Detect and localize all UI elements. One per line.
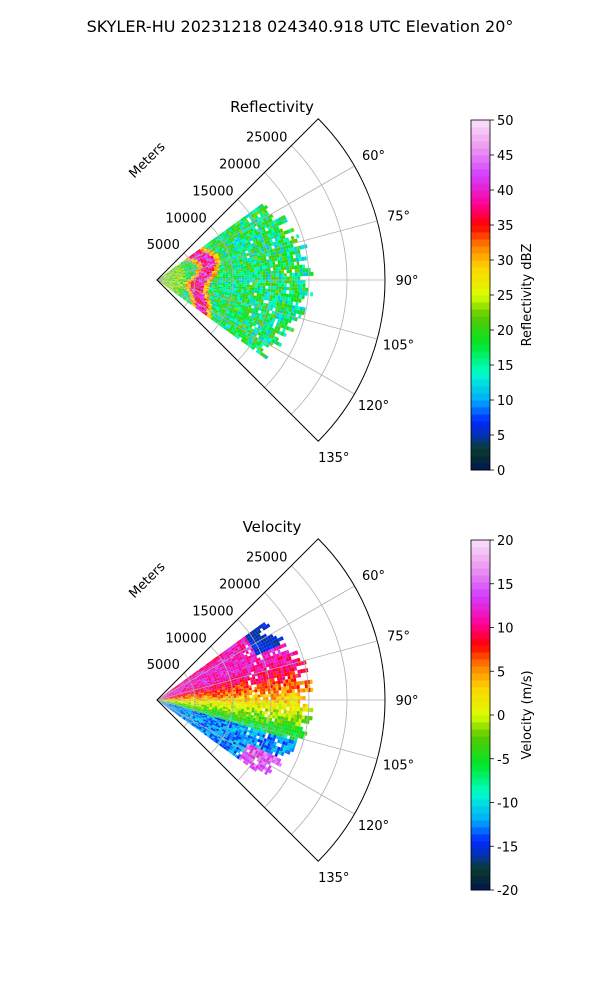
- colorbar-tick-label: -15: [497, 840, 518, 855]
- angular-grid-line: [156, 699, 378, 760]
- velocity-polar-plot: 5000 10000 15000 20000 25000 60° 75° 90° 105° 120…: [127, 538, 419, 886]
- angle-tick-label: 105°: [383, 339, 414, 354]
- radial-tick-label: 5000: [147, 658, 180, 673]
- radial-tick-label: 5000: [147, 238, 180, 253]
- colorbar-tick-label: 25: [497, 289, 514, 304]
- colorbar-label: Reflectivity dBZ: [520, 244, 535, 347]
- velocity-colorbar: -20 -15 -10 -5 0 5 10 15 20 Velocity (m/s): [470, 534, 535, 899]
- angle-tick-label: 105°: [383, 759, 414, 774]
- reflectivity-colorbar: 0 5 10 15 20 25 30 35 40 45 50 Reflectivity dBZ: [470, 114, 535, 479]
- angle-tick-label: 120°: [358, 399, 389, 414]
- angular-grid-line: [156, 279, 355, 395]
- reflectivity-title: Reflectivity: [230, 98, 314, 116]
- colorbar-tick-label: 35: [497, 219, 514, 234]
- radial-tick-label: 20000: [219, 158, 260, 173]
- reflectivity-polar-plot: 5000 10000 15000 20000 25000 60° 75° 90° 105° 120…: [127, 118, 419, 466]
- angular-grid-line: [156, 279, 378, 340]
- angle-tick-label: 90°: [395, 274, 418, 289]
- velocity-panel: Velocity 5000 10000 15000 20000 25000 60° 75° 9…: [127, 518, 535, 899]
- radial-tick-label: 25000: [246, 131, 287, 146]
- angle-tick-label: 90°: [395, 694, 418, 709]
- angle-tick-label: 135°: [318, 451, 349, 466]
- angular-grid-line: [156, 165, 355, 281]
- colorbar-tick-label: -5: [497, 753, 510, 768]
- colorbar-tick-label: 0: [497, 464, 505, 479]
- colorbar-tick-label: 45: [497, 149, 514, 164]
- angle-tick-label: 75°: [387, 209, 410, 224]
- colorbar-tick-label: 10: [497, 622, 514, 637]
- angle-tick-label: 60°: [362, 149, 385, 164]
- reflectivity-panel: Reflectivity 5000 10000 15000 20000 25000 60°…: [127, 98, 535, 479]
- radial-tick-label: 15000: [192, 184, 233, 199]
- colorbar-tick-label: 5: [497, 429, 505, 444]
- colorbar-tick-label: 15: [497, 359, 514, 374]
- radar-data-field: [158, 203, 314, 360]
- angle-tick-label: 75°: [387, 629, 410, 644]
- radial-tick-label: 15000: [192, 604, 233, 619]
- figure-suptitle: SKYLER-HU 20231218 024340.918 UTC Elevat…: [87, 17, 514, 36]
- radial-tick-label: 10000: [165, 631, 206, 646]
- radial-tick-label: 10000: [165, 211, 206, 226]
- radial-axis-label: Meters: [127, 139, 169, 181]
- colorbar-tick-label: 15: [497, 578, 514, 593]
- angle-tick-label: 60°: [362, 569, 385, 584]
- colorbar-tick-label: 20: [497, 324, 514, 339]
- colorbar-tick-label: 20: [497, 534, 514, 549]
- radial-tick-label: 20000: [219, 578, 260, 593]
- angular-grid-line: [156, 220, 378, 281]
- colorbar-tick-label: -20: [497, 884, 518, 899]
- colorbar-tick-label: 10: [497, 394, 514, 409]
- radial-tick-label: 25000: [246, 551, 287, 566]
- colorbar-tick-label: 0: [497, 709, 505, 724]
- angle-tick-label: 135°: [318, 871, 349, 886]
- colorbar-tick-label: -10: [497, 797, 518, 812]
- polar-frame: [156, 118, 386, 442]
- angle-tick-label: 120°: [358, 819, 389, 834]
- polar-frame: [156, 538, 386, 862]
- angular-grid-line: [156, 640, 378, 701]
- colorbar-tick-label: 40: [497, 184, 514, 199]
- colorbar-tick-label: 50: [497, 114, 514, 129]
- radial-axis-label: Meters: [127, 559, 169, 601]
- angular-grid-line: [156, 699, 355, 815]
- velocity-title: Velocity: [243, 518, 302, 536]
- colorbar-label: Velocity (m/s): [520, 670, 535, 759]
- colorbar-tick-label: 5: [497, 665, 505, 680]
- colorbar-tick-label: 30: [497, 254, 514, 269]
- angular-grid-line: [156, 585, 355, 701]
